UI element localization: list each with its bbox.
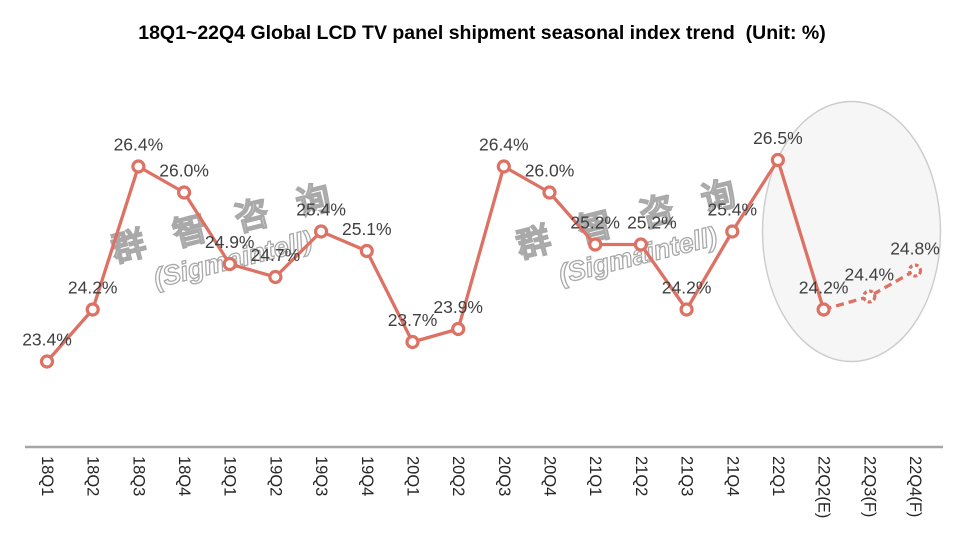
data-point-label: 25.4% (296, 200, 346, 220)
data-point-label: 23.7% (388, 310, 438, 330)
x-axis-tick-label: 19Q4 (358, 456, 376, 496)
data-point-marker (359, 243, 374, 259)
data-point-marker (451, 321, 466, 337)
data-point-marker (314, 224, 329, 239)
data-point-marker (405, 334, 420, 350)
data-point-label: 25.2% (570, 213, 620, 233)
x-axis-tick-label: 21Q1 (586, 456, 604, 496)
x-axis-tick-label: 22Q4(F) (906, 456, 924, 517)
data-point-marker (177, 185, 192, 200)
x-axis-tick-label: 18Q1 (38, 456, 56, 496)
data-point-marker (542, 185, 557, 200)
x-axis-tick-label: 20Q2 (449, 456, 467, 496)
data-point-label: 26.4% (114, 135, 164, 155)
data-point-label: 24.9% (205, 232, 255, 252)
data-point-label: 25.1% (342, 219, 392, 239)
data-point-label: 24.7% (251, 245, 301, 265)
data-point-marker (816, 302, 831, 317)
x-axis-tick-label: 22Q2(E) (815, 456, 833, 518)
data-point-label: 23.9% (433, 297, 483, 317)
data-point-marker (222, 256, 237, 272)
chart-title: 18Q1~22Q4 Global LCD TV panel shipment s… (138, 22, 826, 44)
data-point-marker (679, 302, 694, 317)
data-point-marker (770, 152, 786, 168)
data-point-label: 25.2% (627, 213, 677, 233)
data-point-label: 26.5% (753, 128, 803, 148)
data-point-label: 23.4% (22, 330, 72, 350)
x-axis-tick-label: 18Q3 (129, 456, 147, 496)
x-axis-tick-label: 20Q3 (495, 456, 513, 496)
data-point-label: 24.2% (799, 278, 849, 298)
x-axis-tick-label: 21Q3 (678, 456, 696, 496)
x-axis-tick-label: 18Q2 (84, 456, 102, 496)
data-point-marker (725, 224, 740, 239)
data-point-marker (862, 289, 877, 304)
data-point-label: 24.8% (890, 239, 940, 259)
data-point-marker (39, 354, 55, 369)
data-point-marker (85, 302, 100, 317)
x-axis-tick-label: 22Q1 (769, 456, 787, 496)
data-point-marker (588, 237, 603, 252)
data-point-label: 24.2% (68, 278, 118, 298)
x-axis-tick-label: 21Q4 (723, 456, 741, 496)
x-axis-tick-label: 19Q1 (221, 456, 239, 496)
x-axis-tick-label: 19Q2 (266, 456, 284, 496)
data-point-label: 24.2% (662, 278, 712, 298)
data-point-label: 26.0% (525, 161, 575, 181)
actuals-line (45, 158, 826, 363)
forecast-highlight-ellipse (761, 100, 942, 363)
data-point-marker (907, 263, 923, 278)
data-point-label: 26.4% (479, 135, 529, 155)
data-point-label: 24.4% (844, 265, 894, 285)
data-point-marker (633, 237, 649, 252)
x-axis-tick-label: 20Q4 (541, 456, 559, 496)
x-axis-tick-label: 22Q3(F) (860, 456, 878, 517)
data-point-label: 26.0% (159, 161, 209, 181)
data-point-marker (268, 269, 283, 285)
data-point-label: 25.4% (707, 200, 757, 220)
x-axis-tick-label: 19Q3 (312, 456, 330, 496)
data-point-marker (131, 159, 146, 174)
data-point-marker (496, 159, 511, 174)
x-axis-tick-label: 20Q1 (404, 456, 422, 496)
x-axis-tick-label: 18Q4 (175, 456, 193, 496)
x-axis-tick-label: 21Q2 (632, 456, 650, 496)
forecast-dashed-line (823, 269, 916, 312)
